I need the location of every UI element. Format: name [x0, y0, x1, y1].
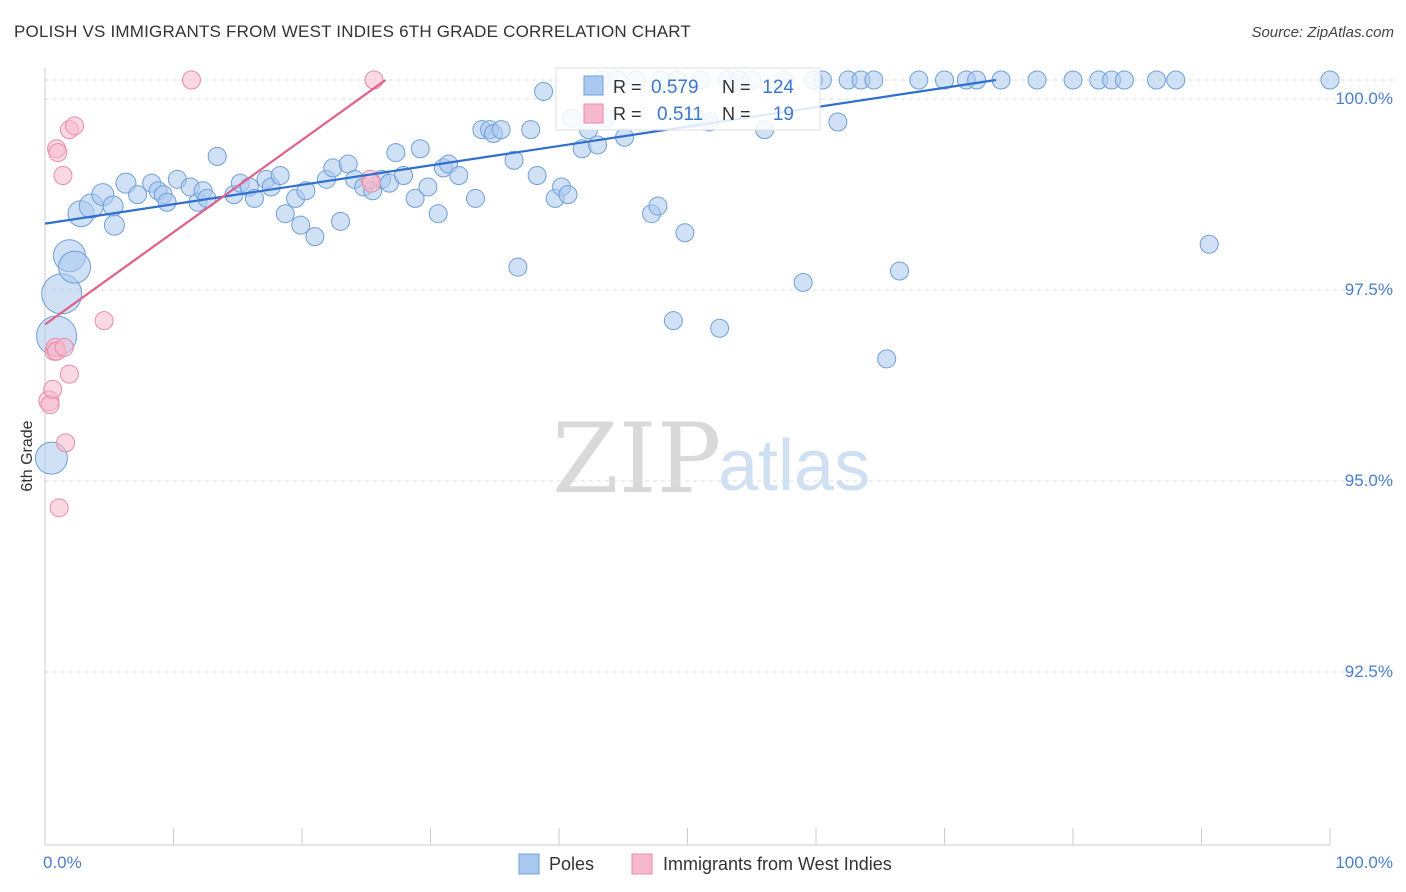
- poles-point: [558, 185, 578, 205]
- west-indies-point: [94, 311, 114, 331]
- y-tick-labels: 100.0% 97.5% 95.0% 92.5%: [1335, 89, 1393, 681]
- stats-poles-r-value: 0.579: [651, 77, 699, 98]
- legend-poles-swatch: [518, 853, 540, 875]
- chart-title: POLISH VS IMMIGRANTS FROM WEST INDIES 6T…: [14, 22, 692, 41]
- stats-west-indies-swatch: [583, 103, 604, 124]
- poles-point: [270, 166, 290, 185]
- west-indies-point: [364, 70, 384, 90]
- west-indies-point: [54, 337, 74, 357]
- watermark-atlas: atlas: [718, 426, 870, 506]
- poles-point: [877, 349, 897, 369]
- legend-west-indies-label: Immigrants from West Indies: [663, 854, 892, 874]
- y-tick-label: 92.5%: [1345, 662, 1393, 681]
- west-indies-point: [49, 498, 69, 518]
- poles-point: [663, 311, 683, 331]
- stats-poles-r-label: R =: [613, 77, 642, 97]
- stats-west-indies-r-label: R =: [613, 104, 642, 124]
- poles-point: [428, 204, 448, 224]
- west-indies-point: [43, 379, 63, 399]
- legend: Poles Immigrants from West Indies: [518, 853, 892, 875]
- poles-point: [1199, 234, 1219, 254]
- west-indies-point: [56, 433, 76, 453]
- stats-poles-swatch: [583, 75, 604, 96]
- poles-point: [967, 70, 987, 90]
- west-indies-point: [53, 166, 73, 185]
- west-indies-point: [65, 116, 85, 136]
- west-indies-point: [181, 70, 201, 90]
- poles-point: [491, 120, 511, 140]
- poles-point: [275, 204, 295, 224]
- west-indies-point: [48, 143, 68, 163]
- y-tick-label: 97.5%: [1345, 280, 1393, 299]
- poles-point: [128, 185, 148, 205]
- poles-point: [890, 261, 910, 281]
- stats-west-indies-n-value: 19: [773, 104, 794, 125]
- y-tick-label: 100.0%: [1335, 89, 1393, 108]
- poles-point: [527, 166, 547, 185]
- poles-point: [935, 70, 954, 90]
- watermark-zip: ZIP: [552, 403, 721, 515]
- poles-point: [58, 250, 92, 284]
- poles-point: [508, 257, 528, 277]
- poles-point: [793, 272, 813, 292]
- west-indies-point: [59, 364, 79, 384]
- poles-point: [1147, 70, 1167, 90]
- poles-point: [1114, 70, 1134, 90]
- poles-point: [648, 196, 668, 216]
- west-indies-trend-line: [44, 79, 387, 326]
- y-axis-label: 6th Grade: [19, 420, 36, 491]
- poles-point: [534, 81, 554, 101]
- poles-point: [675, 223, 695, 243]
- poles-point: [710, 318, 730, 338]
- poles-point: [34, 441, 68, 475]
- poles-point: [1063, 70, 1083, 90]
- poles-point: [331, 211, 351, 231]
- poles-point: [1027, 70, 1047, 90]
- poles-point: [305, 227, 325, 247]
- legend-west-indies-swatch: [631, 853, 653, 875]
- poles-point: [864, 70, 884, 90]
- watermark: ZIP atlas: [552, 403, 870, 515]
- poles-point: [449, 166, 469, 185]
- stats-west-indies-n-label: N =: [722, 104, 751, 124]
- poles-point: [828, 112, 848, 132]
- poles-point: [405, 188, 425, 208]
- x-axis-ticks: [44, 828, 1331, 845]
- poles-point: [291, 215, 311, 235]
- legend-poles-label: Poles: [549, 854, 594, 874]
- stats-poles-n-value: 124: [762, 77, 794, 98]
- poles-point: [244, 188, 264, 208]
- poles-point: [521, 120, 541, 140]
- poles-point: [418, 177, 438, 197]
- stats-poles-n-label: N =: [722, 77, 751, 97]
- poles-point: [504, 150, 524, 170]
- poles-point: [465, 188, 485, 208]
- poles-point: [207, 146, 227, 166]
- poles-trend-line: [44, 78, 997, 225]
- poles-point: [296, 181, 316, 201]
- source-credit: Source: ZipAtlas.com: [1251, 24, 1394, 41]
- poles-point: [1166, 70, 1186, 90]
- stats-box: R = 0.579 N = 124 R = 0.511 N = 19: [555, 67, 821, 131]
- poles-point: [909, 70, 929, 90]
- west-indies-point: [361, 173, 381, 193]
- poles-point: [103, 214, 125, 236]
- west-indies-points: [38, 70, 384, 518]
- stats-west-indies-r-value: 0.511: [657, 104, 703, 125]
- poles-point: [410, 139, 430, 159]
- y-gridlines: [45, 79, 1395, 673]
- poles-point: [1320, 70, 1340, 90]
- y-tick-label: 95.0%: [1345, 471, 1393, 490]
- poles-point: [386, 143, 406, 163]
- x-tick-label-max: 100.0%: [1335, 853, 1393, 872]
- poles-point: [157, 192, 177, 212]
- x-tick-label-min: 0.0%: [43, 853, 82, 872]
